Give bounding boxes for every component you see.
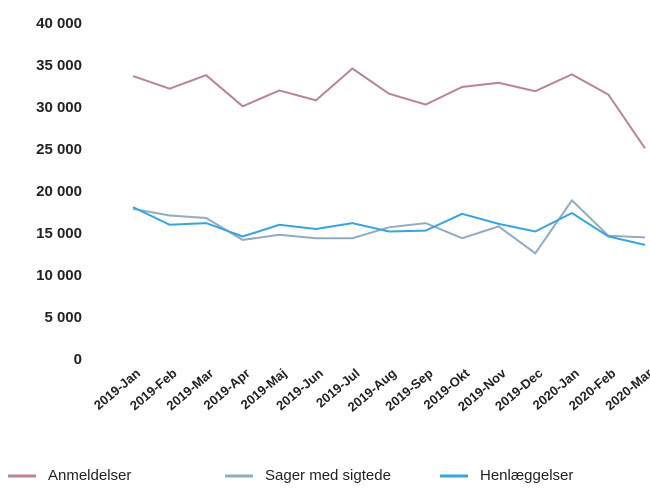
y-tick-label: 0 [74,351,82,368]
y-tick-label: 15 000 [36,225,82,242]
legend-label: Sager med sigtede [265,467,391,484]
line-series [132,206,646,246]
y-tick-label: 25 000 [36,141,82,158]
y-tick-label: 40 000 [36,15,82,32]
y-tick-label: 5 000 [44,309,82,326]
y-tick-label: 20 000 [36,183,82,200]
legend-label: Anmeldelser [48,467,131,484]
y-tick-label: 30 000 [36,99,82,116]
y-tick-label: 35 000 [36,57,82,74]
legend-label: Henlæggelser [480,467,573,484]
line-series [132,67,646,149]
y-tick-label: 10 000 [36,267,82,284]
line-series [132,198,646,255]
